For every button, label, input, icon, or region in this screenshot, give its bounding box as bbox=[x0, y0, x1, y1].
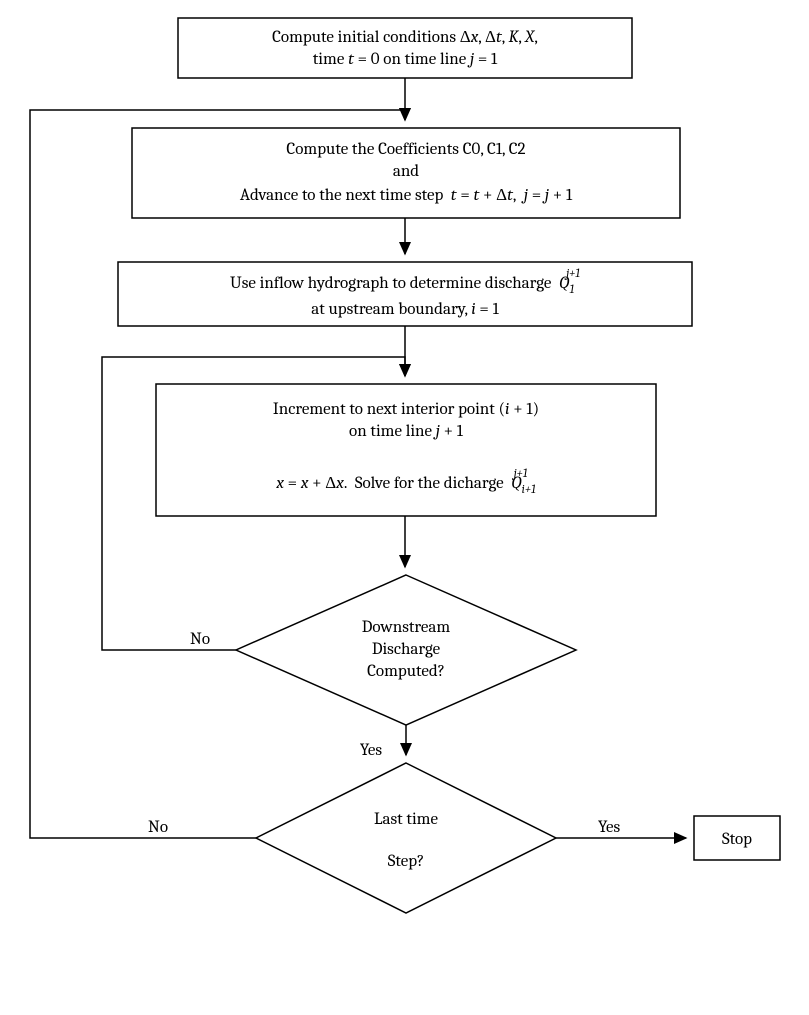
svg-text:Downstream: Downstream bbox=[362, 618, 451, 637]
svg-text:Step?: Step? bbox=[388, 852, 425, 871]
svg-text:Last time: Last time bbox=[374, 810, 438, 829]
label-d1-no: No bbox=[190, 630, 210, 649]
svg-text:time t = 0 on time line j = 1: time t = 0 on time line j = 1 bbox=[313, 50, 498, 69]
label-d2-no: No bbox=[148, 818, 168, 837]
svg-text:Discharge: Discharge bbox=[372, 640, 441, 659]
svg-text:Computed?: Computed? bbox=[367, 662, 445, 681]
svg-text:Stop: Stop bbox=[722, 830, 752, 849]
node-compute-coefficients: Compute the Coefficients C0, C1, C2 and … bbox=[132, 128, 680, 218]
decision-downstream-computed: Downstream Discharge Computed? bbox=[236, 575, 576, 725]
node-increment-interior-point: Increment to next interior point (i + 1)… bbox=[156, 384, 656, 516]
node-inflow-hydrograph: Use inflow hydrograph to determine disch… bbox=[118, 262, 692, 326]
svg-text:at upstream boundary, i = 1: at upstream boundary, i = 1 bbox=[311, 300, 499, 319]
svg-text:Compute the Coefficients C0, C: Compute the Coefficients C0, C1, C2 bbox=[286, 140, 525, 159]
node-stop: Stop bbox=[694, 816, 780, 860]
svg-text:on time line j + 1: on time line j + 1 bbox=[349, 422, 464, 441]
svg-text:and: and bbox=[393, 162, 419, 181]
svg-text:Advance to the next time step: Advance to the next time step t = t + Δt… bbox=[240, 186, 573, 205]
label-d1-yes: Yes bbox=[360, 741, 382, 760]
flowchart-canvas: Compute initial conditions Δx, Δt, K, X,… bbox=[0, 0, 809, 1015]
decision-last-time-step: Last time Step? bbox=[256, 763, 556, 913]
label-d2-yes: Yes bbox=[598, 818, 620, 837]
svg-text:Compute initial conditions Δx,: Compute initial conditions Δx, Δt, K, X, bbox=[272, 28, 538, 47]
node-initial-conditions: Compute initial conditions Δx, Δt, K, X,… bbox=[178, 18, 632, 78]
svg-text:Increment to next interior poi: Increment to next interior point (i + 1) bbox=[273, 400, 539, 419]
